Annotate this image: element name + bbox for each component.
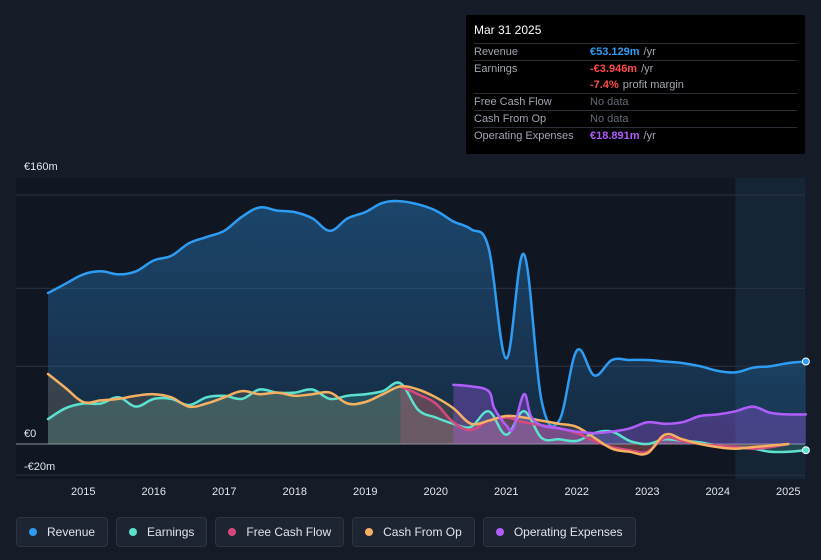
tooltip-row-free-cash-flow: Free Cash Flow No data: [474, 93, 797, 110]
x-tick-label: 2022: [565, 486, 589, 498]
area-revenue: [48, 201, 806, 444]
tooltip-value: -7.4%: [590, 79, 619, 91]
tooltip-row-profit-margin: -7.4% profit margin: [474, 77, 797, 93]
x-tick-label: 2015: [71, 486, 95, 498]
tooltip-value: €53.129m: [590, 46, 640, 58]
end-marker-revenue: [801, 357, 810, 366]
area-free-cash-flow: [400, 386, 789, 453]
tooltip-unit: profit margin: [622, 79, 684, 91]
legend-dot-earnings: [129, 528, 138, 536]
legend-label: Cash From Op: [383, 525, 462, 539]
y-tick-label: €160m: [24, 161, 58, 173]
y-tick-label: €0: [24, 428, 36, 440]
tooltip-unit: /yr: [643, 130, 656, 142]
legend-label: Earnings: [147, 525, 195, 539]
line-revenue: [46, 199, 808, 428]
x-tick-label: 2024: [706, 486, 730, 498]
tooltip-label: Earnings: [474, 63, 518, 75]
tooltip-label: Cash From Op: [474, 113, 547, 125]
x-tick-label: 2019: [353, 486, 377, 498]
tooltip-value: No data: [590, 113, 629, 125]
tooltip-row-revenue: Revenue €53.129m /yr: [474, 43, 797, 60]
x-tick-label: 2020: [424, 486, 448, 498]
x-tick-label: 2025: [776, 486, 800, 498]
legend: Revenue Earnings Free Cash Flow Cash Fro…: [16, 517, 636, 547]
tooltip-value: No data: [590, 96, 629, 108]
legend-item-cash-from-op[interactable]: Cash From Op: [352, 517, 475, 547]
legend-label: Revenue: [47, 525, 96, 539]
line-cash-from-op: [46, 372, 790, 456]
legend-dot-free-cash-flow: [228, 528, 237, 536]
tooltip-row-cash-from-op: Cash From Op No data: [474, 110, 797, 127]
tooltip-label: Revenue: [474, 46, 519, 58]
x-tick-label: 2021: [494, 486, 518, 498]
tooltip-label: Operating Expenses: [474, 130, 574, 142]
legend-label: Free Cash Flow: [246, 525, 332, 539]
tooltip-label: [474, 77, 590, 93]
legend-item-operating-expenses[interactable]: Operating Expenses: [482, 517, 636, 547]
legend-item-free-cash-flow[interactable]: Free Cash Flow: [215, 517, 345, 547]
legend-dot-cash-from-op: [365, 528, 374, 536]
area-operating-expenses: [453, 384, 806, 444]
legend-label: Operating Expenses: [513, 525, 623, 539]
tooltip-panel: Mar 31 2025 Revenue €53.129m /yr Earning…: [466, 15, 805, 154]
line-operating-expenses: [452, 383, 808, 435]
legend-item-revenue[interactable]: Revenue: [16, 517, 109, 547]
legend-dot-revenue: [29, 528, 37, 536]
tooltip-row-earnings: Earnings -€3.946m /yr: [474, 60, 797, 77]
tooltip-unit: /yr: [643, 46, 656, 58]
x-tick-label: 2016: [142, 486, 166, 498]
tooltip-value: €18.891m: [590, 130, 640, 142]
x-tick-label: 2017: [212, 486, 236, 498]
x-tick-label: 2023: [635, 486, 659, 498]
tooltip-unit: /yr: [641, 63, 654, 75]
x-tick-label: 2018: [283, 486, 307, 498]
y-tick-label: -€20m: [24, 461, 55, 473]
legend-dot-operating-expenses: [495, 528, 504, 536]
tooltip-value: -€3.946m: [590, 63, 638, 75]
end-marker-earnings: [801, 446, 810, 455]
line-free-cash-flow: [399, 385, 790, 454]
legend-item-earnings[interactable]: Earnings: [116, 517, 208, 547]
tooltip-row-operating-expenses: Operating Expenses €18.891m /yr: [474, 127, 797, 144]
tooltip-label: Free Cash Flow: [474, 96, 552, 108]
tooltip-date: Mar 31 2025: [474, 23, 542, 37]
